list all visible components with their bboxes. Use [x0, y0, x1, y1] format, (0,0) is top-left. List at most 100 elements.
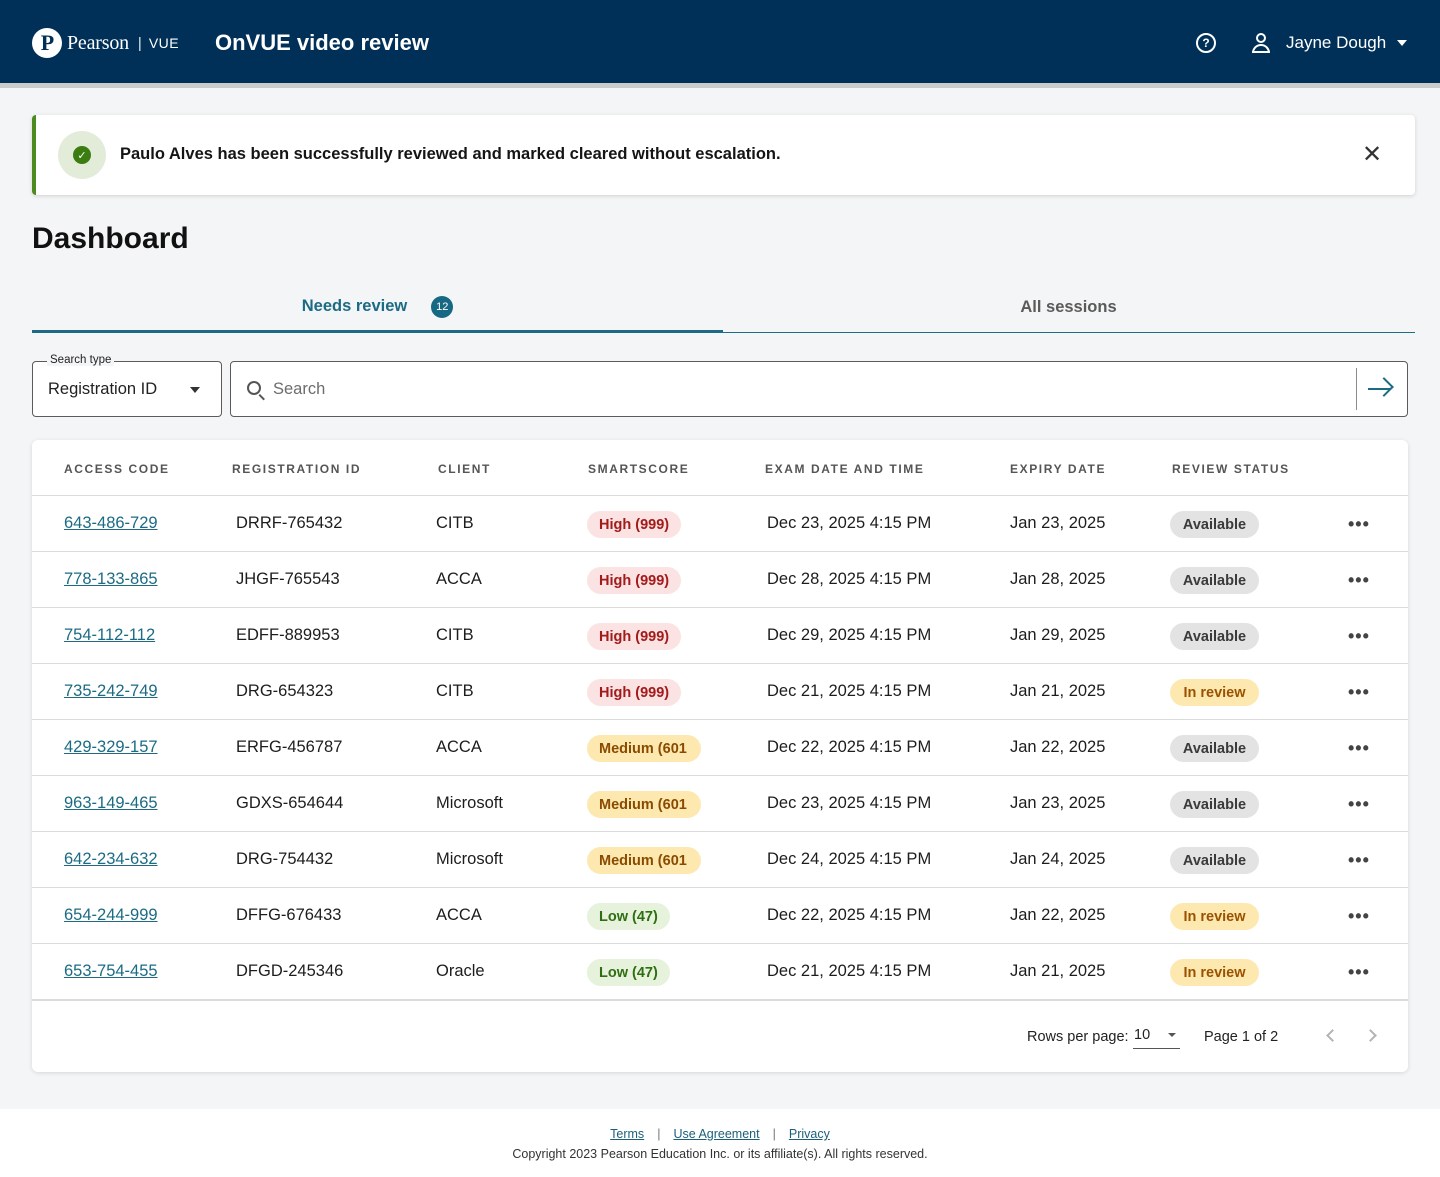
table-row: 654-244-999 DFFG-676433 ACCA Low (47) Dec 22… — [32, 888, 1408, 944]
expiry-date: Jan 23, 2025 — [1010, 794, 1106, 812]
review-status-badge: Available — [1170, 735, 1259, 762]
review-status-badge: Available — [1170, 511, 1259, 538]
review-status-badge: Available — [1170, 567, 1259, 594]
column-header-exam-date[interactable]: EXAM DATE AND TIME — [765, 462, 925, 476]
rows-per-page-value: 10 — [1134, 1027, 1151, 1043]
smartscore-badge: High (999) — [587, 567, 682, 594]
page-title: Dashboard — [32, 222, 189, 255]
count-badge: 12 — [431, 295, 454, 318]
exam-datetime: Dec 23, 2025 4:15 PM — [767, 514, 932, 532]
more-horizontal-icon[interactable]: ••• — [1348, 570, 1370, 590]
access-code-link[interactable]: 429-329-157 — [64, 738, 158, 756]
access-code-link[interactable]: 754-112-112 — [64, 626, 156, 644]
registration-id: DRG-754432 — [236, 850, 334, 868]
footer-separator: | — [657, 1127, 661, 1141]
tab-all-sessions[interactable]: All sessions — [723, 282, 1414, 332]
more-horizontal-icon[interactable]: ••• — [1348, 906, 1370, 926]
expiry-date: Jan 29, 2025 — [1010, 626, 1106, 644]
alert-icon-container: ✓ — [58, 131, 106, 179]
registration-id: ERFG-456787 — [236, 738, 343, 756]
question-circle-icon[interactable]: ? — [1196, 33, 1216, 53]
client-name: ACCA — [436, 738, 482, 756]
copyright: Copyright 2023 Pearson Education Inc. or… — [512, 1147, 928, 1161]
arrow-right-icon[interactable] — [1367, 376, 1394, 402]
review-status-badge: Available — [1170, 847, 1259, 874]
column-header-smartscore[interactable]: SMARTSCORE — [588, 462, 690, 476]
expiry-date: Jan 23, 2025 — [1010, 514, 1106, 532]
exam-datetime: Dec 22, 2025 4:15 PM — [767, 738, 932, 756]
expiry-date: Jan 21, 2025 — [1010, 962, 1106, 980]
table-row: 778-133-865 JHGF-765543 ACCA High (999) Dec … — [32, 552, 1408, 608]
access-code-link[interactable]: 642-234-632 — [64, 850, 158, 868]
access-code-link[interactable]: 735-242-749 — [64, 682, 158, 700]
user-icon — [1252, 33, 1270, 53]
expiry-date: Jan 22, 2025 — [1010, 906, 1106, 924]
user-menu[interactable]: Jayne Dough — [1252, 33, 1408, 53]
more-horizontal-icon[interactable]: ••• — [1348, 626, 1370, 646]
access-code-link[interactable]: 643-486-729 — [64, 514, 158, 532]
registration-id: DFGD-245346 — [236, 962, 344, 980]
pearson-vue-logo[interactable]: P Pearson | VUE — [32, 28, 179, 58]
more-horizontal-icon[interactable]: ••• — [1348, 962, 1370, 982]
smartscore-badge: Medium (601 — [587, 735, 701, 762]
chevron-down-icon — [1397, 40, 1408, 46]
registration-id: DRG-654323 — [236, 682, 334, 700]
more-horizontal-icon[interactable]: ••• — [1348, 850, 1370, 870]
expiry-date: Jan 24, 2025 — [1010, 850, 1106, 868]
exam-datetime: Dec 21, 2025 4:15 PM — [767, 682, 932, 700]
client-name: Microsoft — [436, 794, 503, 812]
brand-separator: | — [137, 34, 142, 52]
column-header-review-status[interactable]: REVIEW STATUS — [1172, 462, 1290, 476]
caret-down-icon — [190, 387, 200, 393]
success-notification: ✓ Paulo Alves has been successfully revi… — [32, 115, 1415, 195]
rows-per-page-select[interactable]: 10 — [1133, 1027, 1180, 1049]
access-code-link[interactable]: 654-244-999 — [64, 906, 158, 924]
search-type-select[interactable]: Search type Registration ID — [32, 354, 222, 417]
client-name: ACCA — [436, 570, 482, 588]
chevron-right-icon[interactable] — [1364, 1029, 1377, 1042]
registration-id: DRRF-765432 — [236, 514, 343, 532]
table-row: 643-486-729 DRRF-765432 CITB High (999) Dec … — [32, 496, 1408, 552]
caret-down-icon — [1168, 1033, 1176, 1037]
expiry-date: Jan 21, 2025 — [1010, 682, 1106, 700]
table-row: 963-149-465 GDXS-654644 Microsoft Medium (6… — [32, 776, 1408, 832]
search-input[interactable] — [273, 376, 1333, 402]
smartscore-badge: Low (47) — [587, 959, 670, 986]
more-horizontal-icon[interactable]: ••• — [1348, 738, 1370, 758]
table-row: 735-242-749 DRG-654323 CITB High (999) Dec 2… — [32, 664, 1408, 720]
exam-datetime: Dec 29, 2025 4:15 PM — [767, 626, 932, 644]
column-header-registration-id[interactable]: REGISTRATION ID — [232, 462, 362, 476]
close-icon[interactable]: ✕ — [1362, 141, 1383, 168]
column-header-client[interactable]: CLIENT — [438, 462, 491, 476]
tab-needs-review[interactable]: Needs review 12 — [32, 282, 723, 333]
footer-separator: | — [772, 1127, 776, 1141]
access-code-link[interactable]: 963-149-465 — [64, 794, 158, 812]
privacy-link[interactable]: Privacy — [788, 1127, 830, 1141]
column-header-expiry-date[interactable]: EXPIRY DATE — [1010, 462, 1107, 476]
brand-name: Pearson — [67, 31, 129, 54]
more-horizontal-icon[interactable]: ••• — [1348, 794, 1370, 814]
terms-link[interactable]: Terms — [610, 1127, 645, 1141]
smartscore-badge: Low (47) — [587, 903, 670, 930]
client-name: ACCA — [436, 906, 482, 924]
expiry-date: Jan 28, 2025 — [1010, 570, 1106, 588]
brand-product: VUE — [148, 35, 180, 51]
client-name: Microsoft — [436, 850, 503, 868]
tab-label: Needs review — [301, 297, 408, 315]
table-row: 642-234-632 DRG-754432 Microsoft Medium (60… — [32, 832, 1408, 888]
exam-datetime: Dec 23, 2025 4:15 PM — [767, 794, 932, 812]
search-type-value: Registration ID — [48, 380, 158, 398]
use-agreement-link[interactable]: Use Agreement — [673, 1127, 760, 1141]
access-code-link[interactable]: 778-133-865 — [64, 570, 158, 588]
search-divider — [1356, 368, 1357, 410]
more-horizontal-icon[interactable]: ••• — [1348, 514, 1370, 534]
chevron-left-icon[interactable] — [1326, 1029, 1339, 1042]
smartscore-badge: High (999) — [587, 623, 682, 650]
tab-label: All sessions — [1020, 297, 1117, 316]
user-name: Jayne Dough — [1286, 33, 1387, 52]
table-pagination: Rows per page: 10 Page 1 of 2 — [32, 1000, 1408, 1072]
access-code-link[interactable]: 653-754-455 — [64, 962, 158, 980]
exam-datetime: Dec 24, 2025 4:15 PM — [767, 850, 932, 868]
column-header-access-code[interactable]: ACCESS CODE — [64, 462, 170, 476]
more-horizontal-icon[interactable]: ••• — [1348, 682, 1370, 702]
